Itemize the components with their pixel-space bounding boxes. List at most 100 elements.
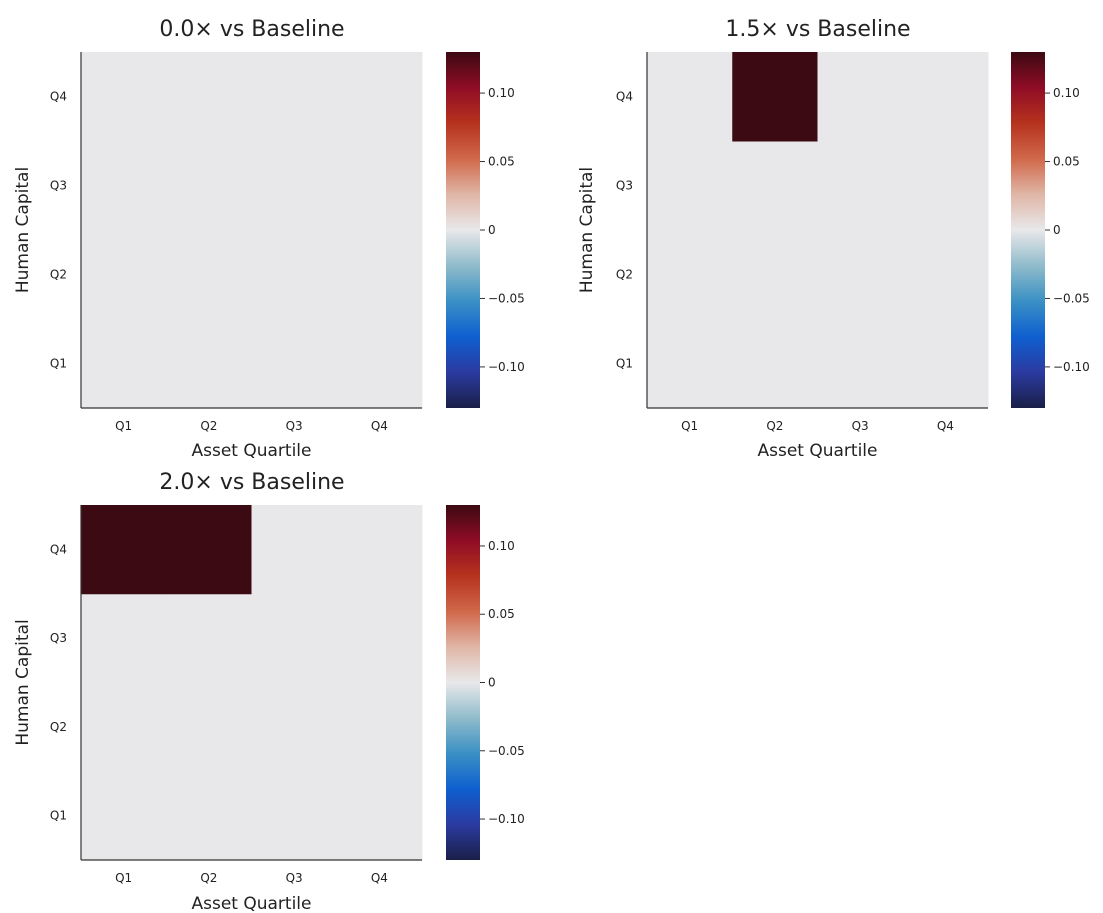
panel-title: 2.0× vs Baseline [159, 470, 344, 495]
y-axis-label: Human Capital [13, 619, 33, 745]
y-tick-label: Q2 [50, 720, 67, 734]
colorbar [1011, 52, 1045, 408]
heatmap-cell [817, 141, 904, 231]
heatmap-cell [817, 230, 904, 320]
colorbar-tick-label: −0.05 [488, 744, 525, 758]
colorbar-tick-label: 0.05 [488, 155, 515, 169]
x-tick-label: Q2 [200, 871, 217, 885]
x-axis-label: Asset Quartile [191, 441, 311, 461]
x-tick-label: Q2 [766, 419, 783, 433]
heatmap-cell [251, 141, 338, 231]
heatmap-cell [81, 771, 167, 861]
heatmap-cell [336, 593, 423, 683]
y-tick-label: Q4 [50, 542, 67, 556]
colorbar [446, 52, 480, 408]
heatmap-cell [166, 141, 252, 231]
heatmap-cell [251, 505, 338, 595]
colorbar-tick-label: 0.05 [488, 607, 515, 621]
colorbar-tick-label: −0.10 [488, 812, 525, 826]
heatmap-cell [732, 230, 818, 320]
heatmap-cell [902, 52, 989, 142]
y-tick-label: Q4 [50, 90, 67, 104]
heatmap-cell [336, 505, 423, 595]
heatmap-cell [336, 141, 423, 231]
x-axis-label: Asset Quartile [757, 441, 877, 461]
heatmap-cell [166, 593, 252, 683]
y-axis-label: Human Capital [13, 167, 33, 293]
heatmap-cell [336, 682, 423, 772]
y-tick-label: Q3 [50, 179, 67, 193]
colorbar-tick-label: 0.10 [488, 539, 515, 553]
x-tick-label: Q2 [200, 419, 217, 433]
x-tick-label: Q3 [286, 871, 303, 885]
y-tick-label: Q3 [616, 179, 633, 193]
heatmap-cell [902, 319, 989, 409]
x-tick-label: Q4 [937, 419, 954, 433]
heatmap-cell [902, 230, 989, 320]
heatmap-cell [647, 319, 733, 409]
x-tick-label: Q1 [115, 871, 132, 885]
y-tick-label: Q1 [50, 809, 67, 823]
heatmap-cell [251, 593, 338, 683]
heatmap-cell [647, 230, 733, 320]
heatmap-cell [336, 52, 423, 142]
x-tick-label: Q3 [852, 419, 869, 433]
heatmap-cell [81, 141, 167, 231]
colorbar-tick-label: 0 [1053, 223, 1061, 237]
y-tick-label: Q2 [616, 268, 633, 282]
x-axis-label: Asset Quartile [191, 894, 311, 913]
heatmap-panel-1: Q1 Q2 Q3 Q4 Q1 Q2 Q3 Q4 0.0× vs Baseline Asset Qu… [13, 17, 525, 461]
heatmap-cell [336, 771, 423, 861]
heatmap-cell [251, 319, 338, 409]
x-tick-label: Q1 [681, 419, 698, 433]
colorbar [446, 505, 480, 860]
heatmap-cell [817, 319, 904, 409]
heatmap-cell [251, 230, 338, 320]
heatmap-cell [81, 230, 167, 320]
panel-title: 1.5× vs Baseline [725, 17, 910, 42]
colorbar-tick-label: 0 [488, 676, 496, 690]
heatmap-cell [902, 141, 989, 231]
heatmap-cell [81, 682, 167, 772]
colorbar-tick-label: −0.05 [1053, 291, 1090, 305]
x-tick-label: Q1 [115, 419, 132, 433]
panel-title: 0.0× vs Baseline [159, 17, 344, 42]
y-tick-label: Q1 [50, 357, 67, 371]
heatmap-cell [166, 505, 252, 595]
heatmap-cell [732, 319, 818, 409]
heatmap-cell [166, 230, 252, 320]
colorbar-tick-label: −0.10 [488, 360, 525, 374]
heatmap-cell [81, 52, 167, 142]
colorbar-tick-label: 0 [488, 223, 496, 237]
heatmap-cell [251, 771, 338, 861]
x-tick-label: Q3 [286, 419, 303, 433]
heatmap-cell [81, 319, 167, 409]
heatmap-cell [647, 141, 733, 231]
y-tick-label: Q4 [616, 90, 633, 104]
heatmap-cell [251, 682, 338, 772]
y-tick-label: Q3 [50, 631, 67, 645]
y-axis-label: Human Capital [577, 167, 597, 293]
heatmap-cell [817, 52, 904, 142]
colorbar-tick-label: −0.10 [1053, 360, 1090, 374]
heatmap-panel-3: Q1 Q2 Q3 Q4 Q1 Q2 Q3 Q4 2.0× vs Baseline Asset Qu… [13, 470, 525, 913]
heatmap-cell [732, 141, 818, 231]
colorbar-tick-label: 0.10 [1053, 86, 1080, 100]
colorbar-tick-label: 0.05 [1053, 155, 1080, 169]
y-tick-label: Q2 [50, 268, 67, 282]
heatmap-cell [251, 52, 338, 142]
colorbar-tick-label: 0.10 [488, 86, 515, 100]
heatmap-cell [166, 771, 252, 861]
heatmap-cell [166, 52, 252, 142]
heatmap-cell [647, 52, 733, 142]
heatmap-cell [732, 52, 818, 142]
x-tick-label: Q4 [371, 419, 388, 433]
heatmap-cell [81, 505, 167, 595]
heatmap-panel-2: Q1 Q2 Q3 Q4 Q1 Q2 Q3 Q4 1.5× vs Baseline Asset Qu… [577, 17, 1090, 461]
heatmap-cell [166, 319, 252, 409]
heatmap-cell [336, 319, 423, 409]
heatmap-cell [336, 230, 423, 320]
colorbar-tick-label: −0.05 [488, 291, 525, 305]
y-tick-label: Q1 [616, 357, 633, 371]
